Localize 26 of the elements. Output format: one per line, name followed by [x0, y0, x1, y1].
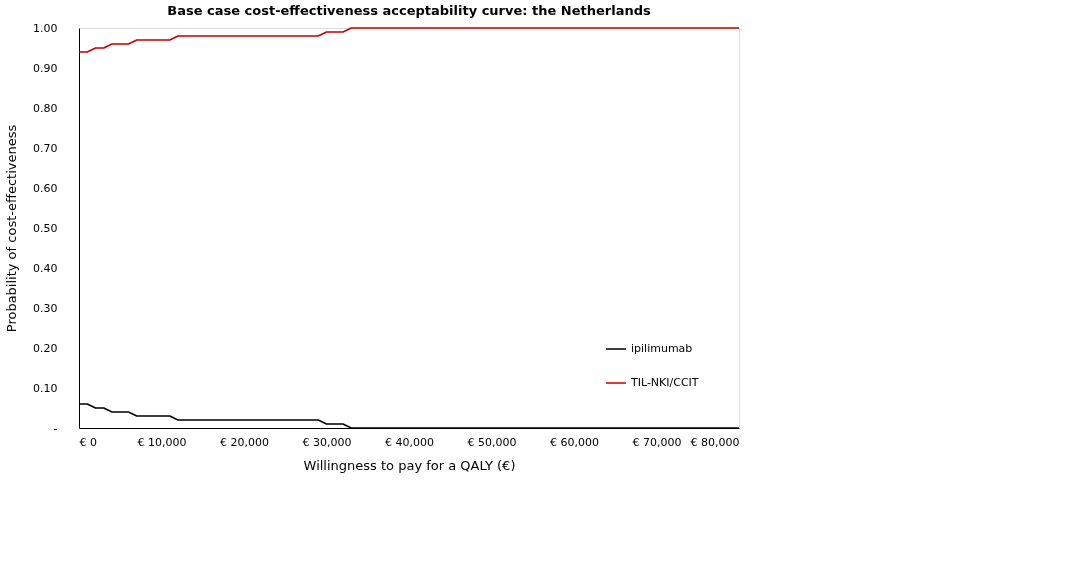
- x-tick-label: € 30,000: [302, 435, 352, 449]
- legend-label: ipilimumab: [631, 342, 693, 355]
- x-axis-title: Willingness to pay for a QALY (€): [303, 457, 516, 473]
- y-tick-label: 1.00: [33, 21, 58, 35]
- x-tick-label: € 80,000: [690, 435, 740, 449]
- x-tick-label: € 50,000: [467, 435, 517, 449]
- x-tick-label: € 60,000: [550, 435, 599, 449]
- x-tick-label: € 40,000: [385, 435, 434, 449]
- y-tick-label: 0.70: [33, 141, 58, 155]
- x-tick-label: € 70,000: [632, 435, 682, 449]
- x-tick-label: € 0: [79, 435, 97, 449]
- x-tick-label: € 10,000: [137, 435, 187, 449]
- y-tick-label: 0.90: [33, 61, 58, 75]
- y-tick-label: 0.30: [33, 301, 58, 315]
- y-axis-title: Probability of cost-effectiveness: [4, 124, 20, 333]
- x-tick-label: € 20,000: [220, 435, 269, 449]
- y-tick-label: -: [53, 421, 58, 435]
- line-series: [78, 27, 740, 53]
- y-tick-label: 0.50: [33, 221, 58, 235]
- y-tick-label: 0.40: [33, 261, 58, 275]
- legend-label: TIL-NKI/CCIT: [630, 376, 699, 389]
- y-tick-label: 0.60: [33, 181, 58, 195]
- y-tick-label: 0.80: [33, 101, 58, 115]
- chart-title: Base case cost-effectiveness acceptability curve: the Netherlands: [167, 3, 652, 18]
- y-tick-label: 0.10: [33, 381, 58, 395]
- y-tick-label: 0.20: [33, 341, 58, 355]
